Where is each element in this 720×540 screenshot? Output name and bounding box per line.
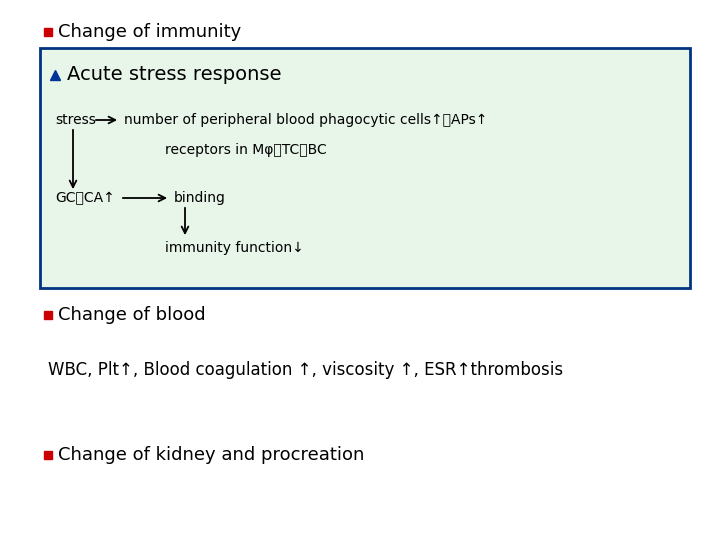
Text: GC、CA↑: GC、CA↑	[55, 191, 114, 205]
Text: immunity function↓: immunity function↓	[165, 241, 304, 255]
Text: stress: stress	[55, 113, 96, 127]
Text: Change of blood: Change of blood	[58, 306, 206, 324]
Text: receptors in Mφ、TC、BC: receptors in Mφ、TC、BC	[165, 143, 327, 157]
FancyBboxPatch shape	[40, 48, 690, 288]
Text: number of peripheral blood phagocytic cells↑，APs↑: number of peripheral blood phagocytic ce…	[124, 113, 487, 127]
Text: Acute stress response: Acute stress response	[67, 65, 282, 84]
Text: Change of kidney and procreation: Change of kidney and procreation	[58, 446, 364, 464]
Text: Change of immunity: Change of immunity	[58, 23, 241, 41]
Text: WBC, Plt↑, Blood coagulation ↑, viscosity ↑, ESR↑thrombosis: WBC, Plt↑, Blood coagulation ↑, viscosit…	[48, 361, 563, 379]
Text: binding: binding	[174, 191, 226, 205]
